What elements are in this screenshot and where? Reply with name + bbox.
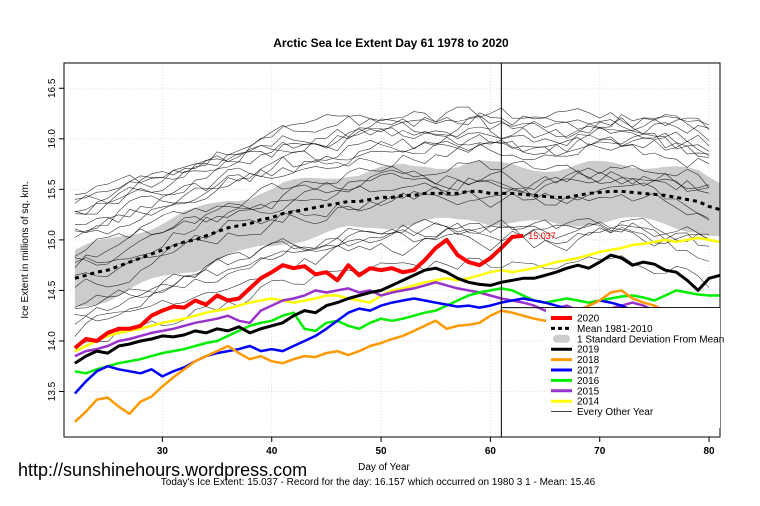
- x-axis-ticks: 30 40 50 60 70 80: [157, 437, 715, 457]
- y-tick-label: 13.5: [47, 381, 58, 401]
- legend-swatch: [553, 334, 570, 343]
- legend-label: 2015: [577, 386, 600, 397]
- legend-label: 2016: [577, 376, 600, 387]
- other-year-line: [74, 115, 710, 216]
- y-tick-label: 14.0: [47, 331, 58, 351]
- current-value-label: 15.037: [528, 231, 556, 241]
- legend-label: 2014: [577, 397, 600, 408]
- other-year-line: [74, 119, 710, 215]
- legend-item: 2015: [551, 386, 600, 397]
- series-line-2017: [73, 297, 721, 395]
- site-url: http://sunshinehours.wordpress.com: [18, 460, 307, 480]
- series-line-2016: [74, 287, 720, 375]
- y-axis-ticks: 13.5 14.0 14.5 15.0 15.5 16.0 16.5: [47, 78, 64, 401]
- other-year-line: [74, 117, 710, 204]
- other-year-line: [74, 106, 710, 195]
- legend-label: Every Other Year: [577, 407, 654, 418]
- legend-box: [546, 308, 720, 428]
- legend-label: 2019: [577, 345, 600, 356]
- other-year-line: [74, 169, 710, 268]
- series-lines: [73, 189, 721, 423]
- legend-label: 2018: [577, 355, 600, 366]
- x-axis-label: Day of Year: [358, 462, 410, 473]
- series-line-mean-1981-2010: [74, 189, 721, 280]
- other-year-line: [74, 182, 710, 277]
- footer-stats: Today's Ice Extent: 15.037 - Record for …: [161, 477, 596, 488]
- legend-item: 2019: [551, 345, 600, 356]
- legend-item: 2017: [551, 366, 600, 377]
- series-line-2019: [74, 253, 721, 365]
- legend-item: 2018: [551, 355, 600, 366]
- legend-label: 2017: [577, 366, 600, 377]
- legend-item: Every Other Year: [551, 407, 654, 418]
- other-year-line: [74, 218, 710, 308]
- legend-item: 2016: [551, 376, 600, 387]
- plot-border: [63, 62, 721, 438]
- other-year-line: [74, 138, 710, 235]
- y-tick-label: 14.5: [47, 280, 58, 300]
- other-year-line: [74, 170, 710, 263]
- legend-item: 1 Standard Deviation From Mean: [553, 334, 724, 345]
- x-tick-label: 30: [157, 446, 169, 457]
- series-line-2020: [73, 233, 524, 350]
- other-year-line: [74, 132, 710, 238]
- chart-title: Arctic Sea Ice Extent Day 61 1978 to 202…: [273, 36, 509, 50]
- legend-item: 2014: [551, 397, 600, 408]
- legend-label: 1 Standard Deviation From Mean: [577, 334, 724, 345]
- other-year-line: [74, 227, 710, 337]
- x-tick-label: 50: [376, 446, 388, 457]
- other-year-line: [74, 218, 710, 309]
- series-line-2018: [74, 289, 721, 423]
- reference-lines: [500, 63, 720, 437]
- y-tick-label: 15.0: [47, 230, 58, 250]
- other-year-line: [74, 134, 710, 225]
- legend-label: 2020: [577, 314, 600, 325]
- series-line-2014: [74, 236, 721, 353]
- other-year-line: [74, 171, 710, 266]
- legend-item: 2020: [551, 314, 600, 325]
- x-tick-label: 60: [485, 446, 497, 457]
- x-tick-label: 80: [704, 446, 716, 457]
- y-tick-label: 16.5: [47, 78, 58, 98]
- y-tick-label: 16.0: [47, 129, 58, 149]
- other-year-line: [74, 134, 710, 233]
- legend-label: Mean 1981-2010: [577, 324, 653, 335]
- y-axis-label: Ice Extent in millions of sq. km.: [20, 181, 31, 318]
- other-year-line: [74, 108, 710, 200]
- x-tick-label: 70: [594, 446, 606, 457]
- y-tick-label: 15.5: [47, 179, 58, 199]
- other-year-line: [74, 221, 710, 317]
- x-tick-label: 40: [266, 446, 278, 457]
- legend-item: Mean 1981-2010: [551, 324, 653, 335]
